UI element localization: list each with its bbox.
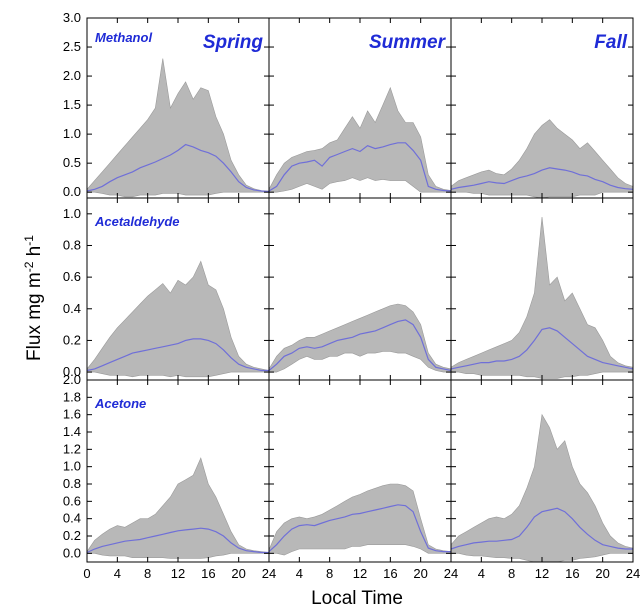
y-tick-label: 1.6 [63, 407, 81, 422]
x-tick-label: 20 [413, 566, 427, 581]
season-label-summer: Summer [369, 32, 447, 53]
row-label-acetone: Acetone [94, 396, 146, 411]
x-tick-label: 8 [144, 566, 151, 581]
y-tick-label: 0.8 [63, 237, 81, 252]
y-tick-label: 2.5 [63, 39, 81, 54]
x-tick-label: 8 [508, 566, 515, 581]
ticks-layer [86, 17, 634, 562]
mean-line-methanol-fall [450, 167, 634, 190]
x-tick-label: 12 [353, 566, 367, 581]
band-acetaldehyde-summer [268, 303, 452, 373]
y-tick-label: 1.4 [63, 424, 81, 439]
y-tick-label: 0.0 [63, 545, 81, 560]
band-acetone-fall [450, 413, 634, 563]
x-axis-title: Local Time [311, 588, 403, 608]
row-label-methanol: Methanol [95, 30, 152, 45]
x-tick-label: 24 [262, 566, 276, 581]
mean-line-acetone-summer [268, 504, 451, 553]
mean-line-acetone-fall [450, 507, 633, 550]
band-acetaldehyde-fall [450, 216, 634, 379]
band-acetaldehyde-spring [86, 260, 270, 378]
mean-line-acetone-spring [86, 527, 269, 554]
y-tick-label: 0.6 [63, 269, 81, 284]
mean-line-methanol-summer [268, 142, 452, 192]
season-label-spring: Spring [203, 32, 264, 53]
y-tick-label: 0.5 [63, 155, 81, 170]
x-tick-label: 24 [444, 566, 458, 581]
y-tick-label: 1.0 [63, 126, 81, 141]
mean-line-acetaldehyde-fall [450, 327, 634, 370]
y-tick-label: 0.0 [63, 364, 81, 379]
y-tick-label: 1.0 [63, 459, 81, 474]
band-methanol-fall [450, 119, 634, 199]
mean-line-acetaldehyde-summer [268, 319, 452, 372]
y-tick-label: 2.0 [63, 372, 81, 387]
y-axis-title: Flux mg m-2 h-1 [22, 235, 45, 361]
x-tick-label: 4 [296, 566, 303, 581]
y-tick-label: 0.4 [63, 511, 81, 526]
x-tick-label: 16 [565, 566, 579, 581]
x-tick-label: 0 [83, 566, 90, 581]
y-tick-label: 1.8 [63, 389, 81, 404]
y-tick-label: 1.0 [63, 206, 81, 221]
y-tick-label: 0.4 [63, 301, 81, 316]
x-tick-label: 4 [114, 566, 121, 581]
x-tick-label: 16 [383, 566, 397, 581]
x-tick-label: 4 [478, 566, 485, 581]
x-tick-label: 24 [626, 566, 640, 581]
y-tick-label: 0.8 [63, 476, 81, 491]
band-methanol-spring [86, 58, 270, 198]
y-tick-label: 0.6 [63, 493, 81, 508]
x-tick-label: 12 [171, 566, 185, 581]
band-methanol-summer [268, 86, 452, 193]
y-tick-label: 0.0 [63, 184, 81, 199]
x-tick-label: 20 [231, 566, 245, 581]
mean-line-methanol-spring [86, 143, 270, 193]
y-tick-label: 3.0 [63, 10, 81, 25]
mean-line-acetaldehyde-spring [86, 338, 269, 372]
row-label-acetaldehyde: Acetaldehyde [94, 214, 180, 229]
y-tick-label: 0.2 [63, 528, 81, 543]
y-tick-label: 2.0 [63, 68, 81, 83]
x-tick-label: 12 [535, 566, 549, 581]
x-tick-label: 8 [326, 566, 333, 581]
band-acetone-summer [268, 483, 452, 556]
y-tick-label: 1.5 [63, 97, 81, 112]
season-label-fall: Fall [594, 32, 627, 53]
y-tick-label: 0.2 [63, 332, 81, 347]
panels-layer [86, 58, 634, 563]
y-tick-label: 1.2 [63, 441, 81, 456]
x-tick-label: 16 [201, 566, 215, 581]
x-tick-label: 20 [595, 566, 609, 581]
labels-layer: Local Time Flux mg m-2 h-1 0.0 0.5 1.0 1.5 2… [22, 10, 640, 608]
